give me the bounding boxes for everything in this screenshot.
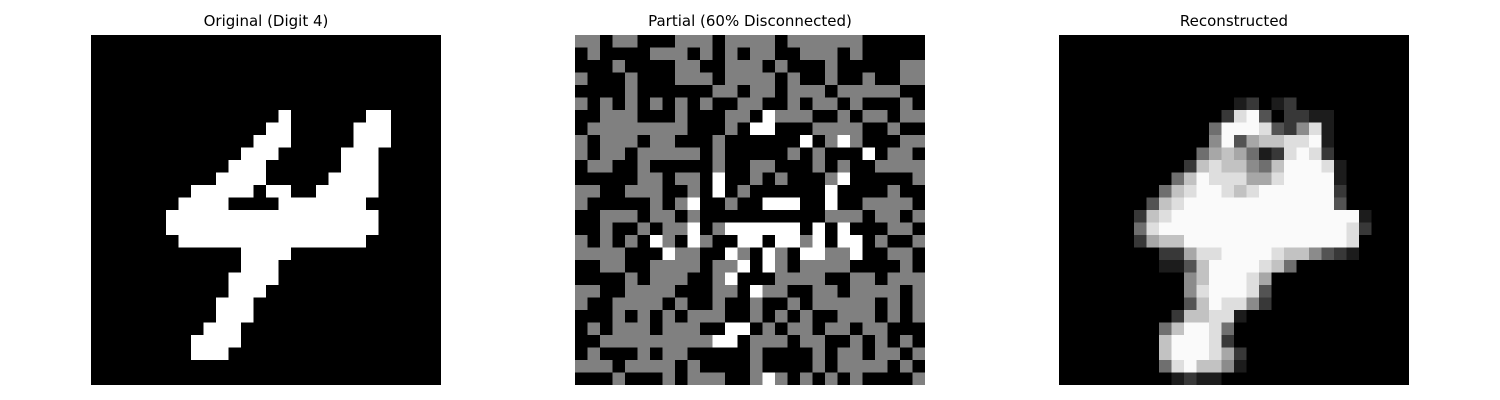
panel-title-reconstructed: Reconstructed	[1179, 12, 1289, 30]
panel-reconstructed: Reconstructed	[1059, 0, 1409, 400]
panel-original: Original (Digit 4)	[91, 0, 441, 400]
panel-title-partial: Partial (60% Disconnected)	[648, 12, 852, 30]
panel-partial: Partial (60% Disconnected)	[575, 0, 925, 400]
panel-title-original: Original (Digit 4)	[203, 12, 329, 30]
original-digit-image	[91, 35, 441, 385]
reconstructed-image	[1059, 35, 1409, 385]
partial-disconnected-image	[575, 35, 925, 385]
